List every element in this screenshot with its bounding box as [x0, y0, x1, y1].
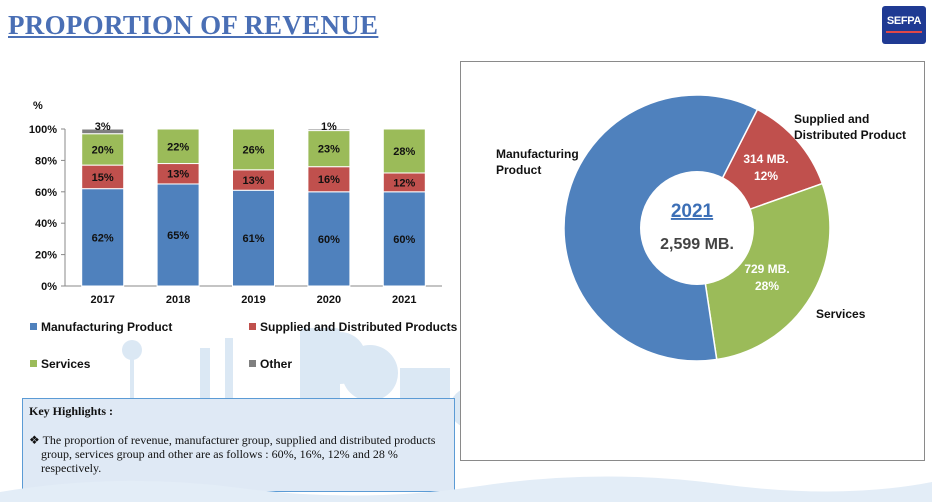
bar-data-label: 20% — [92, 144, 114, 156]
legend-manufacturing: Manufacturing Product — [30, 320, 172, 334]
legend-label: Other — [260, 357, 293, 371]
legend-swatch-manufacturing — [30, 323, 37, 331]
bar-data-label: 65% — [167, 230, 189, 242]
bar-segment — [307, 128, 351, 132]
bar-segment — [232, 128, 275, 171]
slice-value-label: 729 MB. — [744, 262, 789, 276]
slice-percent-label: 60% — [512, 207, 536, 221]
bar-data-label: 1% — [321, 121, 337, 133]
legend-swatch-other — [249, 360, 256, 368]
donut-chart-panel: 2021 2,599 MB. 314 MB. 12% Supplied and Dis… — [460, 61, 925, 461]
donut-chart: 2021 2,599 MB. 314 MB. 12% Supplied and Dis… — [496, 94, 906, 362]
bar-data-label: 3% — [95, 121, 111, 133]
key-highlights-text: ❖ The proportion of revenue, manufacture… — [29, 433, 461, 475]
bar-data-label: 26% — [242, 144, 264, 156]
donut-center-value: 2,599 MB. — [660, 236, 734, 253]
page-title: PROPORTION OF REVENUE — [8, 10, 379, 40]
bar-segment — [232, 189, 275, 287]
bottom-wave-decoration — [0, 476, 932, 502]
bullet-icon: ❖ — [29, 433, 40, 447]
key-highlights-body: The proportion of revenue, manufacturer … — [41, 433, 436, 475]
legend-supplied: Supplied and Distributed Products — [249, 320, 457, 334]
x-tick-label: 2017 — [90, 294, 114, 305]
legend-services: Services — [30, 357, 90, 371]
slice-category-label: Supplied and — [794, 112, 869, 126]
bar-data-label: 13% — [242, 175, 264, 187]
bar-data-label: 16% — [318, 174, 340, 186]
logo-accent — [886, 31, 922, 33]
x-tick-label: 2018 — [166, 294, 190, 305]
key-highlights-title: Key Highlights : — [29, 404, 114, 418]
y-tick-label: 80% — [35, 155, 57, 167]
key-highlights-box: Key Highlights : ❖ The proportion of rev… — [22, 398, 455, 492]
y-tick-label: 40% — [35, 218, 57, 230]
bar-data-label: 13% — [167, 169, 189, 181]
legend-label: Services — [41, 357, 91, 371]
y-tick-label: 0% — [41, 281, 57, 293]
bar-data-label: 61% — [242, 233, 264, 245]
slice-category-label: Manufacturing — [496, 147, 579, 161]
bar-segment — [156, 128, 200, 165]
legend-other: Other — [249, 357, 292, 371]
legend-swatch-services — [30, 360, 37, 368]
donut-hole — [640, 171, 754, 285]
bar-data-label: 22% — [167, 141, 189, 153]
bar-data-label: 23% — [318, 144, 340, 156]
donut-center-title: 2021 — [671, 201, 714, 222]
y-tick-label: 20% — [35, 250, 57, 262]
company-logo: SEFPA — [882, 6, 926, 44]
bar-data-label: 60% — [318, 234, 340, 246]
x-tick-label: 2020 — [317, 294, 341, 305]
x-tick-label: 2019 — [241, 294, 265, 305]
slice-category-label: Distributed Product — [794, 128, 906, 142]
y-axis-label: % — [33, 100, 43, 112]
bar-data-label: 60% — [393, 234, 415, 246]
x-tick-label: 2021 — [392, 294, 416, 305]
slice-category-label: Product — [496, 163, 541, 177]
legend-label: Manufacturing Product — [41, 320, 173, 334]
slice-category-label: Services — [816, 307, 866, 321]
bar-segment — [382, 128, 426, 174]
bar-segment — [81, 128, 125, 135]
bar-segment — [81, 188, 125, 287]
slice-percent-label: 12% — [754, 169, 778, 183]
bar-data-label: 62% — [92, 232, 114, 244]
stacked-bar-chart: % 0% 20% 40% 60% 80% 100% 62% 15% 20% 3% 65% 13% 22… — [29, 100, 442, 305]
bar-data-label: 15% — [92, 172, 114, 184]
bar-segment — [307, 130, 351, 168]
slice-percent-label: 28% — [755, 279, 779, 293]
y-tick-label: 60% — [35, 187, 57, 199]
bar-data-label: 12% — [393, 177, 415, 189]
bar-segment — [382, 191, 426, 287]
slice-value-label: 1,556 MB. — [496, 190, 551, 204]
slice-value-label: 314 MB. — [743, 152, 788, 166]
legend-swatch-supplied — [249, 323, 256, 331]
bar-data-label: 28% — [393, 146, 415, 158]
y-tick-label: 100% — [29, 124, 57, 136]
legend-label: Supplied and Distributed Products — [260, 320, 458, 334]
logo-text: SEFPA — [886, 15, 922, 27]
bar-segment — [307, 166, 351, 193]
